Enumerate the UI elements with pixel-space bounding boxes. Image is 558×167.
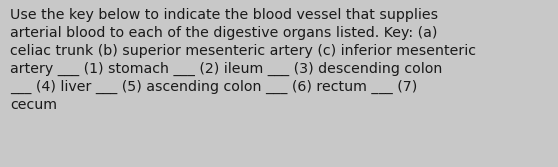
Text: Use the key below to indicate the blood vessel that supplies
arterial blood to e: Use the key below to indicate the blood …: [10, 8, 476, 112]
